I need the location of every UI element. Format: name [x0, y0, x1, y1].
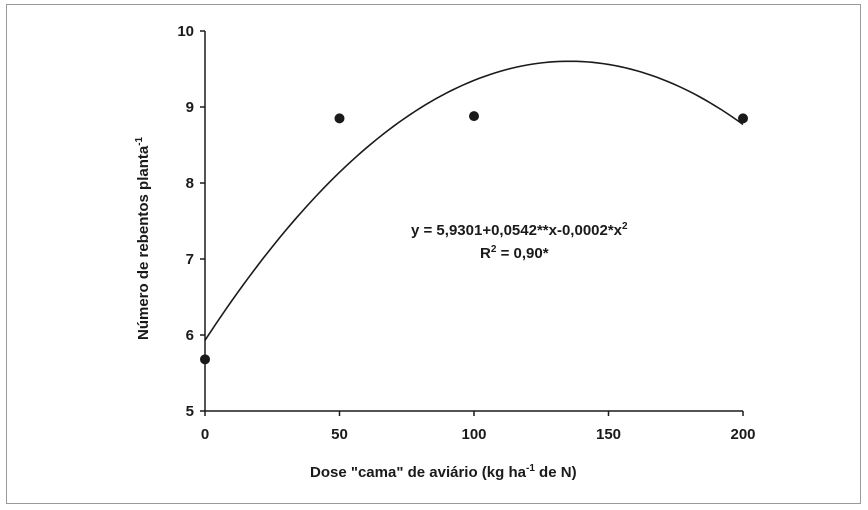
- equation-sup: 2: [622, 221, 628, 232]
- y-axis-title: Número de rebentos planta-1: [134, 136, 152, 340]
- y-tick-label-9: 9: [186, 99, 194, 116]
- y-tick-label-8: 8: [186, 175, 194, 192]
- r2-value: = 0,90*: [496, 245, 548, 262]
- y-tick-label-7: 7: [186, 251, 194, 268]
- data-point-0: [200, 354, 210, 365]
- x-tick-label-150: 150: [596, 426, 621, 443]
- x-tick-label-200: 200: [730, 426, 755, 443]
- r2-symbol: R: [480, 245, 491, 262]
- y-axis-title-main: Número de rebentos planta: [135, 145, 152, 340]
- x-axis-title-main: Dose "cama" de aviário (kg ha: [310, 464, 527, 481]
- r2-sup: 2: [491, 244, 497, 255]
- equation-label: y = 5,9301+0,0542**x-0,0002*x2: [411, 221, 628, 239]
- x-axis-title-sup: -1: [526, 463, 535, 474]
- y-tick-label-10: 10: [177, 23, 194, 40]
- data-point-2: [469, 111, 479, 122]
- x-axis-title-tail: de N): [535, 464, 577, 481]
- chart-frame: [6, 4, 861, 504]
- x-tick-label-100: 100: [461, 426, 486, 443]
- x-tick-label-0: 0: [201, 426, 209, 443]
- x-tick-label-50: 50: [331, 426, 348, 443]
- y-tick-label-6: 6: [186, 327, 194, 344]
- equation-main: y = 5,9301+0,0542**x-0,0002*x: [411, 222, 623, 239]
- fit-curve: [204, 60, 744, 341]
- y-axis-title-sup: -1: [134, 136, 145, 145]
- data-point-3: [738, 113, 748, 124]
- r2-label: R2 = 0,90*: [480, 244, 549, 262]
- y-tick-label-5: 5: [186, 403, 194, 420]
- data-point-1: [334, 113, 345, 124]
- x-axis-title: Dose "cama" de aviário (kg ha-1 de N): [310, 463, 577, 481]
